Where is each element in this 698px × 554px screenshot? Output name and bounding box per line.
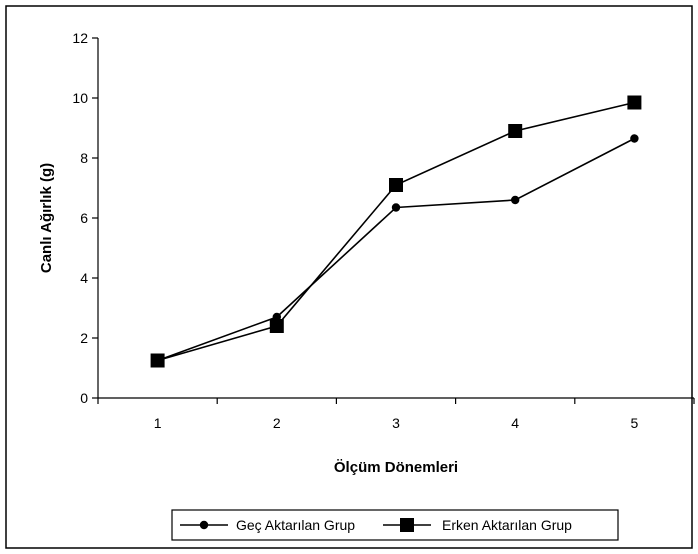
data-point-geç-aktarilan <box>511 195 520 205</box>
y-tick-label: 4 <box>80 270 88 286</box>
data-point-erken-aktarilan <box>627 95 642 110</box>
y-axis-title: Canlı Ağırlık (g) <box>38 163 55 273</box>
legend-label-2: Erken Aktarılan Grup <box>442 517 572 533</box>
data-point-erken-aktarilan <box>389 178 403 192</box>
x-axis-title: Ölçüm Dönemleri <box>334 459 458 476</box>
y-tick-label: 6 <box>80 210 88 226</box>
y-tick-label: 12 <box>72 30 88 46</box>
x-tick-label: 2 <box>273 415 281 431</box>
legend-label-1: Geç Aktarılan Grup <box>236 517 355 533</box>
x-tick-label: 5 <box>631 415 639 431</box>
data-point-geç-aktarilan <box>630 134 639 143</box>
data-point-geç-aktarilan <box>391 203 401 212</box>
y-tick-label: 0 <box>80 390 88 406</box>
chart-frame <box>5 5 693 549</box>
data-point-erken-aktarilan <box>150 353 165 368</box>
y-tick-label: 8 <box>80 150 88 166</box>
y-tick-label: 2 <box>80 330 88 346</box>
x-tick-label: 1 <box>154 415 162 431</box>
data-point-erken-aktarilan <box>508 124 523 138</box>
legend-marker-square <box>400 518 414 532</box>
legend-marker-circle <box>199 520 209 530</box>
y-tick-label: 10 <box>72 90 88 106</box>
x-tick-label: 4 <box>511 415 519 431</box>
data-point-erken-aktarilan <box>269 319 284 333</box>
x-tick-label: 3 <box>392 415 400 431</box>
legend: Geç Aktarılan Grup Erken Aktarılan Grup <box>171 509 619 541</box>
